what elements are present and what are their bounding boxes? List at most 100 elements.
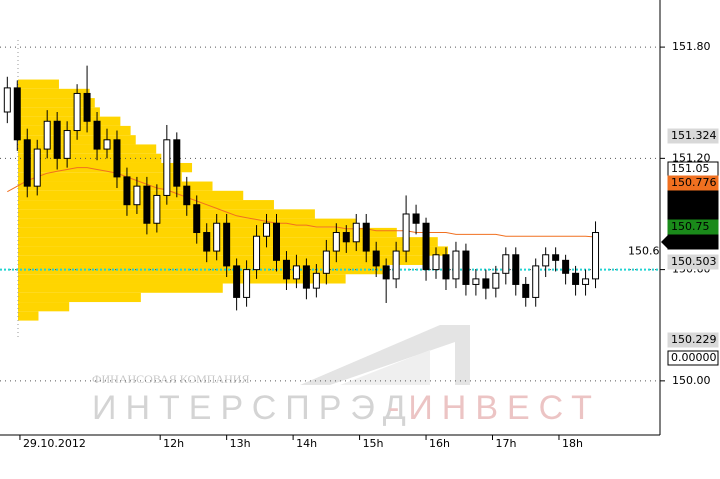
candle-body	[372, 250, 380, 267]
price-label: 151.05	[671, 162, 710, 175]
volume-profile-bar	[18, 190, 244, 201]
x-tick-label: 17h	[496, 437, 517, 450]
candle-body	[562, 259, 570, 274]
x-tick-label: 12h	[163, 437, 184, 450]
price-label-box	[667, 204, 719, 220]
candle-body	[263, 222, 271, 237]
candle-body	[402, 213, 410, 252]
volume-profile-bar	[18, 162, 193, 173]
candle-body	[292, 265, 300, 280]
price-label-box	[667, 332, 719, 348]
candle-body	[203, 232, 211, 252]
candle-body	[422, 222, 430, 271]
candle-body	[492, 272, 500, 289]
volume-profile-bar	[18, 283, 223, 293]
candle-body	[522, 283, 530, 298]
price-label-box	[667, 128, 719, 144]
volume-profile-bar	[18, 274, 346, 284]
price-label: 150.229	[671, 333, 717, 346]
volume-profile-bar	[18, 292, 141, 303]
candle-body	[272, 222, 280, 261]
x-tick-label: 16h	[429, 437, 450, 450]
y-tick-label: 151.80	[672, 40, 711, 53]
price-label: 150.503	[671, 255, 717, 268]
candle-body	[282, 259, 290, 280]
candle-body	[582, 278, 590, 285]
candle-body	[412, 213, 420, 224]
volume-profile-bar	[18, 209, 315, 219]
volume-profile-bar	[18, 144, 157, 154]
grid-layer: 150.6	[0, 46, 660, 382]
x-tick-label: 14h	[296, 437, 317, 450]
x-tick-label: 13h	[230, 437, 251, 450]
candle-body	[13, 87, 21, 141]
candle-body	[452, 250, 460, 280]
volume-profile-bar	[18, 264, 387, 275]
candle-body	[163, 139, 171, 196]
candle-body	[342, 232, 350, 243]
candle-body	[213, 222, 221, 252]
price-label-box	[667, 175, 719, 191]
candle-body	[23, 139, 31, 187]
candle-body	[193, 204, 201, 234]
candle-body	[223, 222, 231, 267]
axis-layer: 151.80151.20150.60150.0029.10.201212h13h…	[0, 0, 719, 450]
candle-body	[482, 278, 490, 289]
candle-body	[33, 148, 41, 187]
candle-body	[462, 250, 470, 285]
candle-body	[362, 222, 370, 252]
moving-average	[7, 167, 596, 238]
candle-body	[382, 265, 390, 280]
price-label: 150.75	[671, 205, 710, 218]
candle-body	[532, 265, 540, 298]
candle-body	[123, 176, 131, 206]
candle-body	[253, 235, 261, 271]
candle-body	[302, 265, 310, 289]
price-label: 150.75	[671, 235, 710, 248]
candle-body	[3, 87, 11, 113]
candle-body	[472, 278, 480, 285]
candle-body	[53, 120, 61, 159]
watermark-name-suffix: -ИНВЕСТ	[388, 389, 601, 427]
candle-body	[552, 254, 560, 261]
cursor-label: 150.6	[628, 245, 660, 258]
candle-body	[43, 120, 51, 150]
price-label: 150.75	[671, 191, 710, 204]
volume-profile-bar	[18, 255, 428, 265]
profile-layer	[17, 40, 448, 340]
watermark-company: ФИНАНСОВАЯ КОМПАНИЯ	[92, 372, 249, 386]
candle-body	[432, 254, 440, 271]
volume-profile-bar	[18, 88, 90, 99]
candle-body	[243, 269, 251, 298]
candle-body	[572, 272, 580, 285]
volume-profile-bar	[18, 98, 95, 108]
candle-body	[542, 254, 550, 267]
price-label: 150.776	[671, 176, 717, 189]
volume-profile-bar	[18, 172, 182, 182]
volume-profile-bar	[18, 116, 121, 126]
candle-body	[83, 92, 91, 122]
candle-body	[153, 194, 161, 224]
candle-body	[143, 185, 151, 224]
y-tick-label: 151.20	[672, 151, 711, 164]
candle-body	[312, 272, 320, 289]
price-label-box	[667, 350, 719, 366]
candle-body	[392, 250, 400, 280]
candle-body	[133, 185, 141, 206]
volume-profile-bar	[18, 181, 213, 191]
x-tick-label: 29.10.2012	[23, 437, 86, 450]
watermark-name: ИНТЕРСПРЭД	[92, 389, 415, 427]
candle-body	[63, 130, 71, 159]
x-tick-label: 18h	[562, 437, 583, 450]
candle-body	[512, 254, 520, 285]
candle-body	[442, 254, 450, 280]
candle-body	[233, 265, 241, 298]
volume-profile-bar	[18, 153, 162, 163]
candle-body	[322, 250, 330, 274]
candle-body	[73, 92, 81, 132]
volume-profile-bar	[18, 135, 136, 145]
volume-profile-bar	[18, 79, 59, 89]
price-label: 0.00000	[671, 351, 717, 364]
